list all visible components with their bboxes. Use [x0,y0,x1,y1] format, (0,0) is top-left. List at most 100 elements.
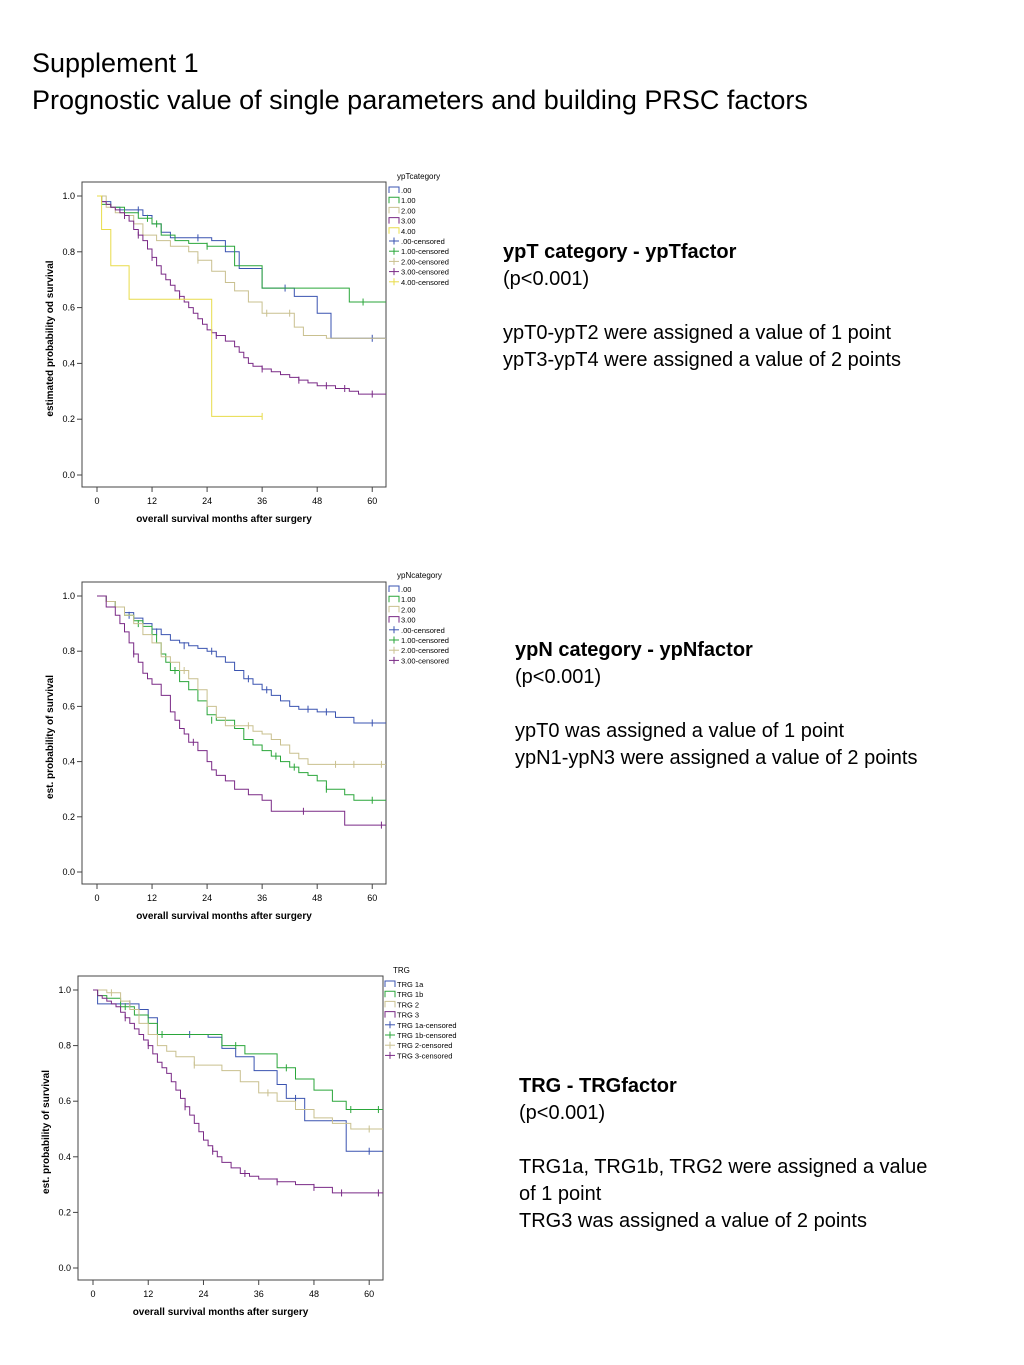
legend-swatch [384,1011,396,1018]
plot-frame [77,975,384,1281]
x-tick-label: 60 [367,893,377,903]
panel-line: ypT0 was assigned a value of 1 point [515,720,845,742]
y-tick-label: 0.6 [62,701,75,711]
y-tick-label: 0.4 [62,757,75,767]
legend-entry: TRG 1a [397,980,424,989]
legend-entry: 1.00 [401,196,416,205]
y-axis-label: estimated probability od survival [45,260,56,416]
legend-entry: 3.00 [401,616,416,625]
x-tick-label: 48 [312,893,322,903]
x-tick-label: 24 [198,1289,208,1299]
panel-pvalue: (p<0.001) [519,1102,606,1124]
y-tick-label: 0.2 [62,812,75,822]
x-tick-label: 36 [257,893,267,903]
panel-heading: TRG - TRGfactor [519,1075,677,1097]
x-tick-label: 24 [202,496,212,506]
plot-frame [81,181,387,488]
legend-swatch [388,196,400,204]
x-tick-label: 60 [367,496,377,506]
y-tick-label: 0.6 [62,303,75,313]
x-tick-label: 48 [309,1289,319,1299]
trg-km-chart: 0.0 0.2 0.4 0.6 0.8 1.0 0 12 24 36 48 60 overall sur… [41,966,457,1318]
legend-entry: 2.00 [401,605,416,614]
x-tick-label: 12 [143,1289,153,1299]
legend-entry: TRG 1a-censored [397,1021,457,1030]
x-tick-label: 24 [202,893,212,903]
x-axis-label: overall survival months after surgery [136,514,312,525]
panel-heading: ypT category - ypTfactor [503,241,737,263]
legend-entry: 1.00-censored [401,636,449,645]
legend-swatch [388,186,400,193]
km-curve-2-00 [97,195,386,339]
km-curve-2-00 [97,595,386,765]
legend-swatch [388,605,400,613]
x-tick-label: 0 [90,1289,95,1299]
page-title-line1: Supplement 1 [32,48,199,78]
legend-entry: 3.00-censored [401,268,449,277]
km-curve-4-00 [97,195,263,417]
x-axis-label: overall survival months after surgery [136,911,312,922]
legend-entry: 2.00 [401,206,416,215]
legend-entry: 4.00-censored [401,278,449,287]
panel-line: ypT0-ypT2 were assigned a value of 1 poi… [503,322,891,344]
y-tick-label: 1.0 [58,985,71,995]
legend-swatch [388,595,400,603]
km-curve-TRG-1b [93,989,383,1110]
legend-swatch [388,227,400,234]
km-curve-1-00 [97,195,386,303]
legend-title: ypTcategory [397,172,440,181]
panel-line: TRG1a, TRG1b, TRG2 were assigned a value… [519,1156,928,1205]
plot-frame [81,581,387,885]
panel-line: TRG3 was assigned a value of 2 points [519,1210,867,1232]
y-tick-label: 0.4 [58,1152,71,1162]
y-tick-label: 0.8 [62,646,75,656]
panel-line: ypT3-ypT4 were assigned a value of 2 poi… [503,349,901,371]
legend-swatch [384,980,396,987]
y-tick-label: 1.0 [62,191,75,201]
x-tick-label: 48 [312,496,322,506]
x-tick-label: 12 [147,893,157,903]
legend-entry: 2.00-censored [401,646,449,655]
x-tick-label: 36 [254,1289,264,1299]
x-tick-label: 36 [257,496,267,506]
km-curve--00 [97,195,386,339]
y-tick-label: 0.2 [58,1207,71,1217]
legend-entry: 1.00-censored [401,247,449,256]
legend-entry: TRG 2 [397,1000,419,1009]
ypn-category-km-chart: 0.0 0.2 0.4 0.6 0.8 1.00 12 24 36 48 60 overall sur… [45,571,449,922]
legend-entry: .00-censored [401,626,445,635]
legend-entry: 2.00-censored [401,257,449,266]
legend-swatch [384,1000,396,1008]
km-curve-3-00 [97,595,386,826]
legend-swatch [388,206,400,214]
panel-description-ypt: ypT category - ypTfactor (p<0.001) ypT0-… [503,239,983,374]
km-curve--00 [97,595,386,724]
legend-swatch [388,217,400,224]
y-tick-label: 0.0 [62,867,75,877]
legend-title: TRG [393,966,410,975]
km-curve-3-00 [97,195,386,395]
km-curve-TRG-2 [93,989,383,1130]
y-tick-label: 0.8 [58,1041,71,1051]
legend-title: ypNcategory [397,571,442,580]
x-tick-label: 12 [147,496,157,506]
x-axis-label: overall survival months after surgery [133,1307,309,1318]
y-tick-label: 0.2 [62,414,75,424]
km-curve-TRG-3 [93,989,383,1194]
legend-entry: 1.00 [401,595,416,604]
panel-description-trg: TRG - TRGfactor (p<0.001) TRG1a, TRG1b, … [519,1073,939,1235]
page-title-line2: Prognostic value of single parameters an… [32,85,808,115]
panel-pvalue: (p<0.001) [515,666,602,688]
panel-description-ypn: ypN category - ypNfactor (p<0.001) ypT0 … [515,637,935,772]
legend-entry: 3.00-censored [401,656,449,665]
x-tick-label: 60 [364,1289,374,1299]
panel-heading: ypN category - ypNfactor [515,639,753,661]
legend-entry: TRG 1b-censored [397,1031,457,1040]
legend-entry: .00-censored [401,237,445,246]
y-tick-label: 0.8 [62,247,75,257]
x-tick-label: 0 [94,893,99,903]
y-tick-label: 0.0 [62,470,75,480]
legend-entry: 4.00 [401,227,416,236]
km-curve-1-00 [97,595,386,801]
panel-pvalue: (p<0.001) [503,268,590,290]
